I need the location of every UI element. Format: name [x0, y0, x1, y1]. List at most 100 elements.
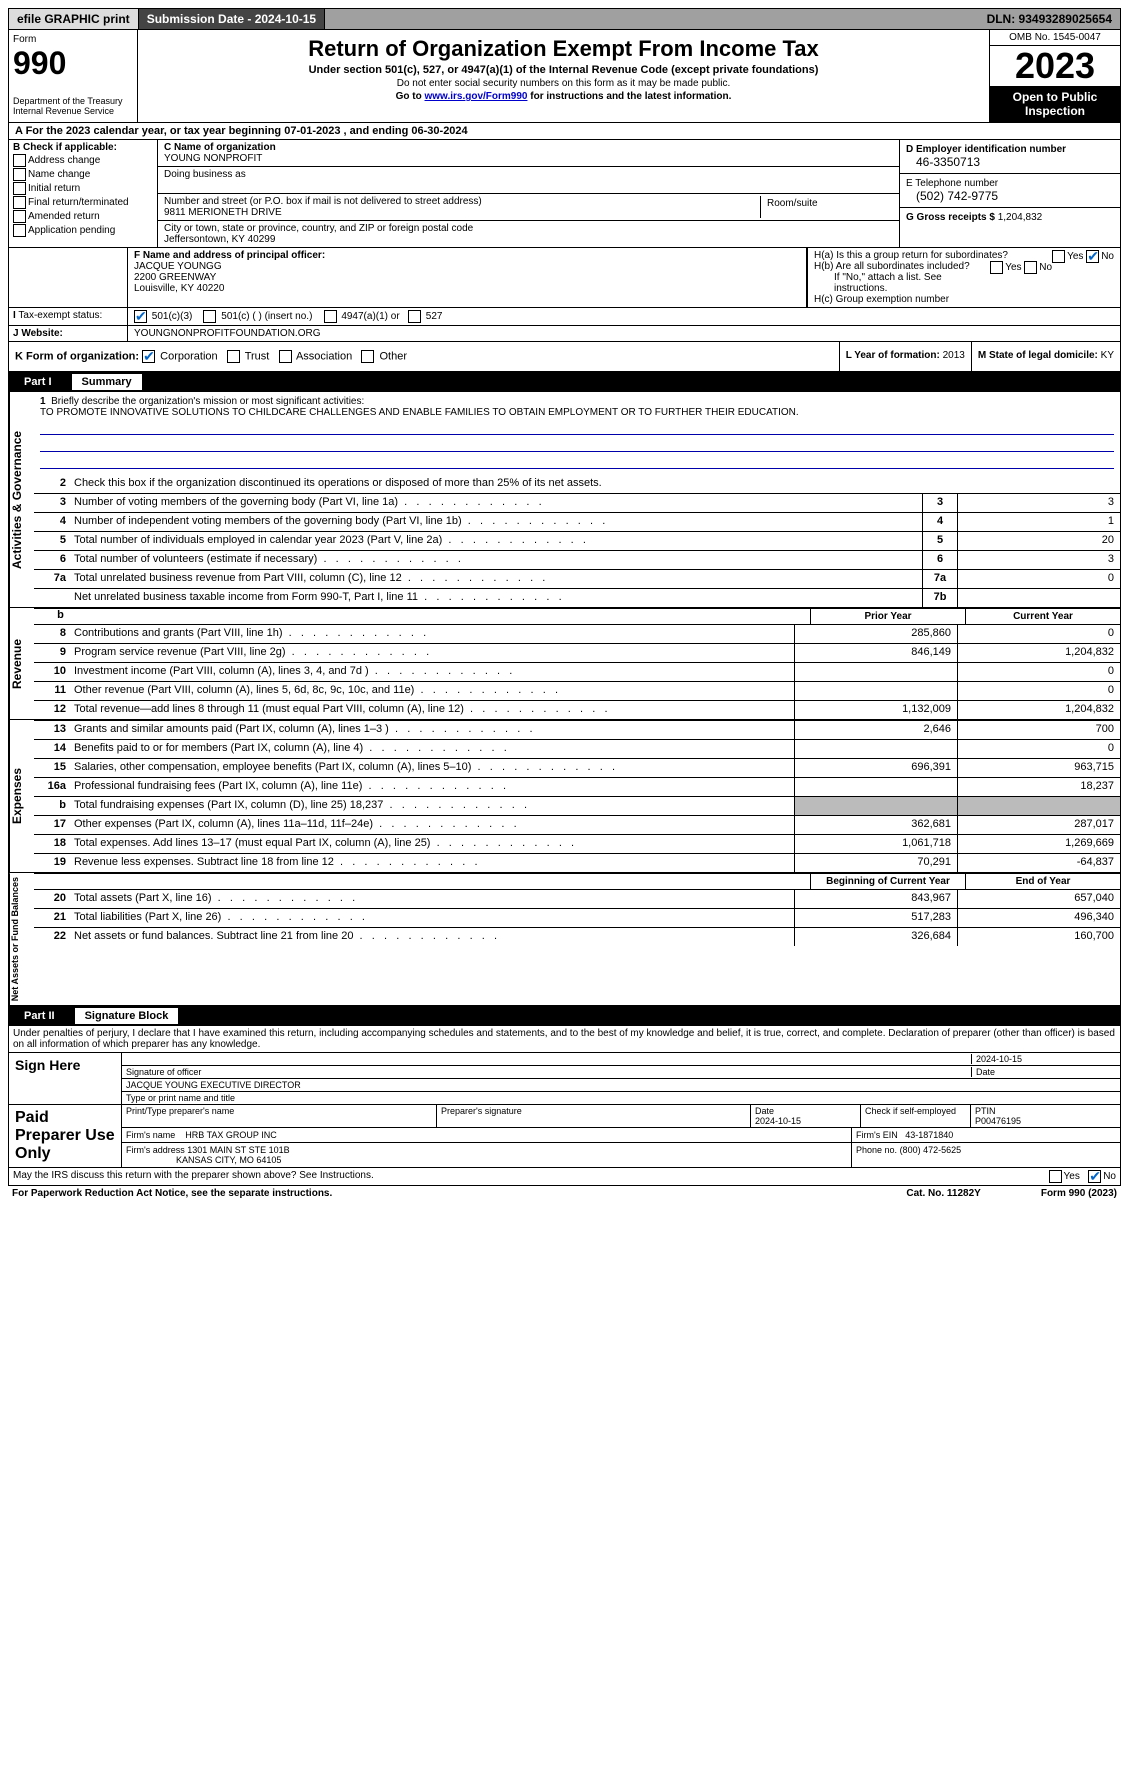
- form-subtitle: Under section 501(c), 527, or 4947(a)(1)…: [142, 64, 985, 76]
- room-cell: Room/suite: [760, 196, 893, 218]
- yes-label: Yes: [1064, 1171, 1080, 1182]
- current-value: 1,204,832: [957, 701, 1120, 719]
- line-desc: Total expenses. Add lines 13–17 (must eq…: [70, 835, 794, 853]
- checkbox-icon[interactable]: [990, 261, 1003, 274]
- line-row: 22 Net assets or fund balances. Subtract…: [34, 927, 1120, 946]
- sign-content: 2024-10-15 Signature of officer Date JAC…: [122, 1053, 1120, 1104]
- firm-ein-label: Firm's EIN: [856, 1130, 898, 1140]
- line-num: 16a: [34, 778, 70, 796]
- dln-label: DLN: 93493289025654: [979, 9, 1120, 29]
- line-row: 21 Total liabilities (Part X, line 26) 5…: [34, 908, 1120, 927]
- line-row: 20 Total assets (Part X, line 16) 843,96…: [34, 889, 1120, 908]
- no-label: No: [1101, 251, 1114, 262]
- checkbox-icon[interactable]: [227, 350, 240, 363]
- ein-value: 46-3350713: [906, 155, 1114, 169]
- footer: For Paperwork Reduction Act Notice, see …: [8, 1186, 1121, 1201]
- klm-row: K Form of organization: Corporation Trus…: [8, 342, 1121, 372]
- prep-h5: PTINP00476195: [970, 1105, 1120, 1128]
- opt-amended: Amended return: [28, 211, 100, 222]
- form-title: Return of Organization Exempt From Incom…: [142, 36, 985, 62]
- part1-header: Part I Summary: [8, 372, 1121, 392]
- checkbox-icon[interactable]: [1052, 250, 1065, 263]
- line-desc: Professional fundraising fees (Part IX, …: [70, 778, 794, 796]
- open-inspection: Open to Public Inspection: [990, 86, 1120, 122]
- check-address-change[interactable]: Address change: [13, 154, 153, 167]
- checkbox-icon[interactable]: [361, 350, 374, 363]
- checkbox-icon[interactable]: [203, 310, 216, 323]
- checkbox-icon[interactable]: [1049, 1170, 1062, 1183]
- preparer-content: Print/Type preparer's name Preparer's si…: [122, 1105, 1120, 1167]
- line-row: 7a Total unrelated business revenue from…: [34, 569, 1120, 588]
- check-pending[interactable]: Application pending: [13, 224, 153, 237]
- checkbox-checked-icon[interactable]: [1086, 250, 1099, 263]
- line-num: 10: [34, 663, 70, 681]
- line2-text: Check this box if the organization disco…: [74, 477, 602, 489]
- form-number: 990: [13, 45, 133, 82]
- efile-label[interactable]: efile GRAPHIC print: [9, 9, 139, 29]
- checkbox-icon[interactable]: [279, 350, 292, 363]
- expenses-body: 13 Grants and similar amounts paid (Part…: [34, 720, 1120, 872]
- ein-cell: D Employer identification number 46-3350…: [900, 140, 1120, 174]
- discuss-row: May the IRS discuss this return with the…: [8, 1168, 1121, 1186]
- line-desc: Benefits paid to or for members (Part IX…: [70, 740, 794, 758]
- prior-value: 846,149: [794, 644, 957, 662]
- city-value: Jeffersontown, KY 40299: [164, 234, 275, 245]
- discuss-text: May the IRS discuss this return with the…: [13, 1170, 374, 1181]
- yes-label: Yes: [1067, 251, 1083, 262]
- dept-label: Department of the Treasury Internal Reve…: [13, 96, 133, 116]
- opt-501c: 501(c) ( ) (insert no.): [221, 311, 312, 322]
- lm-section: L Year of formation: 2013 M State of leg…: [839, 342, 1120, 371]
- ha-label: H(a) Is this a group return for subordin…: [814, 250, 1008, 261]
- line-value: 3: [957, 551, 1120, 569]
- gross-cell: G Gross receipts $ 1,204,832: [900, 208, 1120, 247]
- check-amended[interactable]: Amended return: [13, 210, 153, 223]
- line-desc: Other revenue (Part VIII, column (A), li…: [70, 682, 794, 700]
- officer-addr1: 2200 GREENWAY: [134, 272, 216, 283]
- discuss-answers: Yes No: [1049, 1170, 1116, 1183]
- sig-date: 2024-10-15: [971, 1054, 1116, 1064]
- opt-final: Final return/terminated: [28, 197, 129, 208]
- checkbox-checked-icon[interactable]: [142, 350, 155, 363]
- box-c: C Name of organization YOUNG NONPROFIT D…: [158, 140, 899, 247]
- line-desc: Program service revenue (Part VIII, line…: [70, 644, 794, 662]
- sign-here-label: Sign Here: [9, 1053, 122, 1104]
- line-desc: Total number of volunteers (estimate if …: [70, 551, 922, 569]
- checkbox-icon[interactable]: [408, 310, 421, 323]
- eoy-header: End of Year: [965, 874, 1120, 889]
- checkbox-checked-icon[interactable]: [1088, 1170, 1101, 1183]
- checkbox-checked-icon[interactable]: [134, 310, 147, 323]
- line-row: 19 Revenue less expenses. Subtract line …: [34, 853, 1120, 872]
- prior-value: [794, 682, 957, 700]
- form-header: Form 990 Department of the Treasury Inte…: [8, 30, 1121, 123]
- line-row: 12 Total revenue—add lines 8 through 11 …: [34, 700, 1120, 719]
- line-num: 5: [34, 532, 70, 550]
- line-row: 10 Investment income (Part VIII, column …: [34, 662, 1120, 681]
- line-desc: Check this box if the organization disco…: [70, 475, 1120, 493]
- line-num: 14: [34, 740, 70, 758]
- line-box: 4: [922, 513, 957, 531]
- check-final[interactable]: Final return/terminated: [13, 196, 153, 209]
- checkbox-icon[interactable]: [1024, 261, 1037, 274]
- checkbox-icon: [13, 154, 26, 167]
- l-cell: L Year of formation: 2013: [839, 342, 971, 371]
- check-name-change[interactable]: Name change: [13, 168, 153, 181]
- top-bar: efile GRAPHIC print Submission Date - 20…: [8, 8, 1121, 30]
- check-initial[interactable]: Initial return: [13, 182, 153, 195]
- calendar-year-line: A For the 2023 calendar year, or tax yea…: [8, 123, 1121, 140]
- checkbox-icon: [13, 224, 26, 237]
- netassets-body: Beginning of Current Year End of Year 20…: [34, 873, 1120, 1005]
- line-value: [957, 589, 1120, 607]
- line-row: 5 Total number of individuals employed i…: [34, 531, 1120, 550]
- prior-value: 2,646: [794, 721, 957, 739]
- preparer-label: Paid Preparer Use Only: [9, 1105, 122, 1167]
- part2-header: Part II Signature Block: [8, 1006, 1121, 1026]
- line-value: 20: [957, 532, 1120, 550]
- irs-link[interactable]: www.irs.gov/Form990: [424, 91, 527, 102]
- form-prefix: Form: [13, 34, 36, 45]
- checkbox-icon[interactable]: [324, 310, 337, 323]
- prior-year-header: Prior Year: [810, 609, 965, 624]
- officer-row: F Name and address of principal officer:…: [8, 248, 1121, 308]
- l-value: 2013: [943, 350, 965, 361]
- checkbox-icon: [13, 168, 26, 181]
- org-name-cell: C Name of organization YOUNG NONPROFIT: [158, 140, 899, 167]
